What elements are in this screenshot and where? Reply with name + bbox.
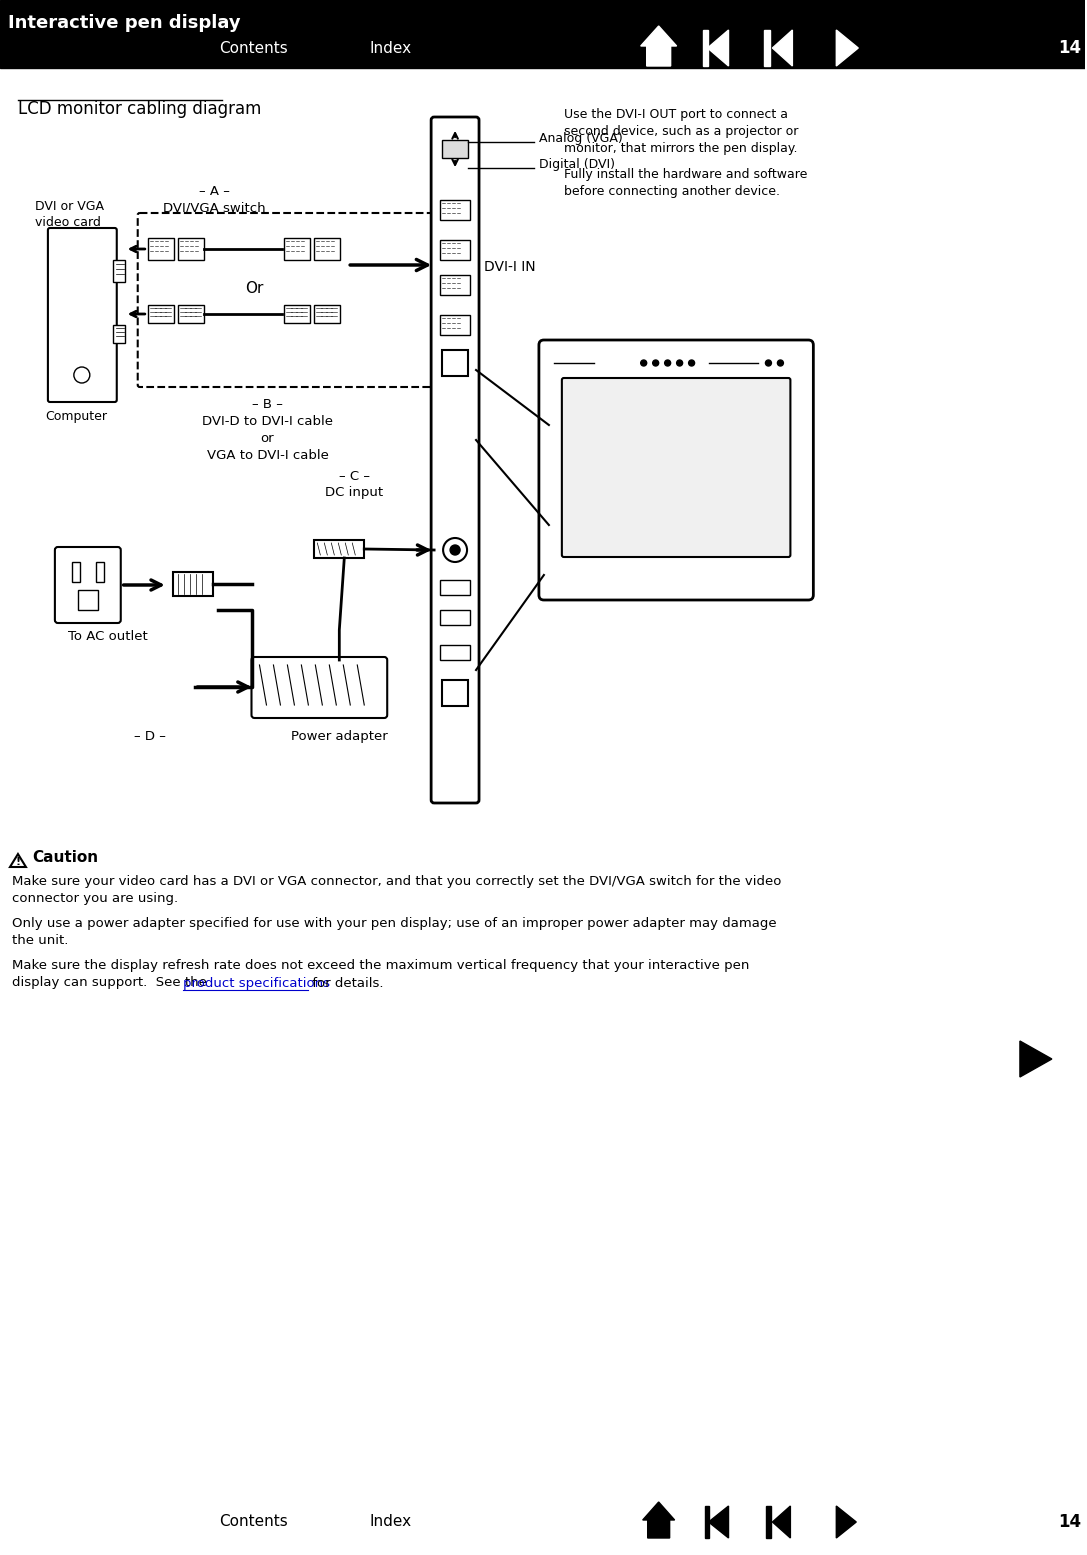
Bar bbox=[72, 561, 79, 582]
Bar bbox=[440, 645, 470, 659]
Text: Make sure the display refresh rate does not exceed the maximum vertical frequenc: Make sure the display refresh rate does … bbox=[12, 959, 749, 989]
Bar bbox=[0, 1488, 1085, 1555]
Bar bbox=[177, 305, 203, 323]
Bar bbox=[440, 275, 470, 295]
Polygon shape bbox=[10, 854, 26, 868]
Text: Caution: Caution bbox=[32, 851, 98, 865]
Text: – C –
DC input: – C – DC input bbox=[325, 470, 384, 499]
Polygon shape bbox=[1020, 1040, 1052, 1078]
Bar bbox=[442, 350, 468, 376]
Bar bbox=[113, 260, 125, 281]
Text: Computer: Computer bbox=[45, 411, 107, 423]
Circle shape bbox=[777, 361, 784, 365]
Circle shape bbox=[640, 361, 647, 365]
Circle shape bbox=[676, 361, 683, 365]
Polygon shape bbox=[836, 30, 859, 65]
Text: DVI-I IN: DVI-I IN bbox=[484, 260, 536, 274]
Text: Or: Or bbox=[246, 280, 264, 295]
Bar bbox=[148, 305, 174, 323]
Text: – B –
DVI-D to DVI-I cable
or
VGA to DVI-I cable: – B – DVI-D to DVI-I cable or VGA to DVI… bbox=[202, 398, 333, 462]
Polygon shape bbox=[773, 1505, 790, 1538]
Text: !: ! bbox=[15, 857, 21, 868]
Bar bbox=[314, 540, 364, 558]
Bar bbox=[440, 580, 470, 596]
Bar bbox=[177, 238, 203, 260]
Text: Analog (VGA): Analog (VGA) bbox=[539, 132, 623, 145]
Text: Power adapter: Power adapter bbox=[291, 729, 388, 743]
Text: product specifications: product specifications bbox=[183, 977, 329, 991]
Polygon shape bbox=[642, 1502, 675, 1538]
Bar bbox=[314, 305, 340, 323]
Bar bbox=[440, 201, 470, 219]
Bar bbox=[440, 610, 470, 625]
Bar bbox=[442, 140, 468, 159]
Bar bbox=[0, 0, 1085, 68]
Bar bbox=[285, 238, 311, 260]
Text: Use the DVI-I OUT port to connect a
second device, such as a projector or
monito: Use the DVI-I OUT port to connect a seco… bbox=[564, 107, 798, 156]
Bar bbox=[314, 238, 340, 260]
Circle shape bbox=[688, 361, 695, 365]
Bar bbox=[764, 30, 771, 65]
Bar bbox=[440, 239, 470, 260]
Bar bbox=[442, 680, 468, 706]
Bar bbox=[173, 572, 213, 596]
Bar bbox=[702, 30, 708, 65]
Bar bbox=[440, 316, 470, 334]
Polygon shape bbox=[709, 1505, 728, 1538]
Text: Only use a power adapter specified for use with your pen display; use of an impr: Only use a power adapter specified for u… bbox=[12, 917, 776, 947]
Polygon shape bbox=[708, 30, 728, 65]
FancyBboxPatch shape bbox=[251, 658, 387, 718]
Circle shape bbox=[664, 361, 671, 365]
Polygon shape bbox=[836, 1505, 857, 1538]
Text: 14: 14 bbox=[1058, 39, 1080, 58]
Text: Contents: Contents bbox=[220, 40, 288, 56]
FancyBboxPatch shape bbox=[562, 378, 790, 557]
Text: Index: Index bbox=[370, 1515, 411, 1530]
Bar bbox=[766, 1505, 772, 1538]
Bar bbox=[96, 561, 103, 582]
Text: DVI or VGA
video card: DVI or VGA video card bbox=[35, 201, 104, 229]
Bar bbox=[148, 238, 174, 260]
Circle shape bbox=[652, 361, 659, 365]
Text: Fully install the hardware and software
before connecting another device.: Fully install the hardware and software … bbox=[564, 168, 808, 197]
Text: Contents: Contents bbox=[220, 1515, 288, 1530]
Text: Interactive pen display: Interactive pen display bbox=[8, 14, 240, 33]
Circle shape bbox=[765, 361, 772, 365]
Text: – A –
DVI/VGA switch: – A – DVI/VGA switch bbox=[163, 185, 266, 215]
FancyBboxPatch shape bbox=[432, 117, 479, 802]
Text: – D –: – D – bbox=[134, 729, 165, 743]
Text: 14: 14 bbox=[1058, 1513, 1080, 1532]
Circle shape bbox=[443, 538, 467, 561]
Bar bbox=[78, 589, 98, 610]
Bar bbox=[704, 1505, 709, 1538]
FancyBboxPatch shape bbox=[539, 341, 813, 600]
Text: LCD monitor cabling diagram: LCD monitor cabling diagram bbox=[18, 100, 261, 118]
Bar bbox=[285, 305, 311, 323]
Bar bbox=[113, 325, 125, 344]
FancyBboxPatch shape bbox=[48, 229, 116, 403]
Text: To AC outlet: To AC outlet bbox=[67, 630, 148, 644]
FancyBboxPatch shape bbox=[54, 547, 121, 624]
Text: for details.: for details. bbox=[308, 977, 384, 991]
Text: Index: Index bbox=[370, 40, 411, 56]
Text: Make sure your video card has a DVI or VGA connector, and that you correctly set: Make sure your video card has a DVI or V… bbox=[12, 875, 782, 905]
Circle shape bbox=[74, 367, 90, 383]
Text: Digital (DVI): Digital (DVI) bbox=[539, 157, 615, 171]
Polygon shape bbox=[640, 26, 676, 65]
Polygon shape bbox=[773, 30, 792, 65]
Circle shape bbox=[450, 544, 460, 555]
